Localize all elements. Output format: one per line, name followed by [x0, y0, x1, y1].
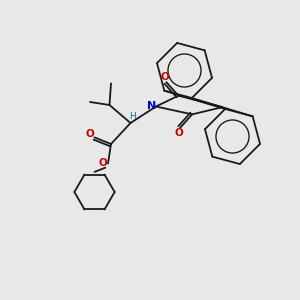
Text: O: O [98, 158, 107, 168]
Text: H: H [130, 112, 136, 121]
Text: O: O [160, 72, 169, 82]
Text: O: O [86, 129, 95, 140]
Text: O: O [174, 128, 183, 138]
Text: N: N [148, 101, 157, 111]
